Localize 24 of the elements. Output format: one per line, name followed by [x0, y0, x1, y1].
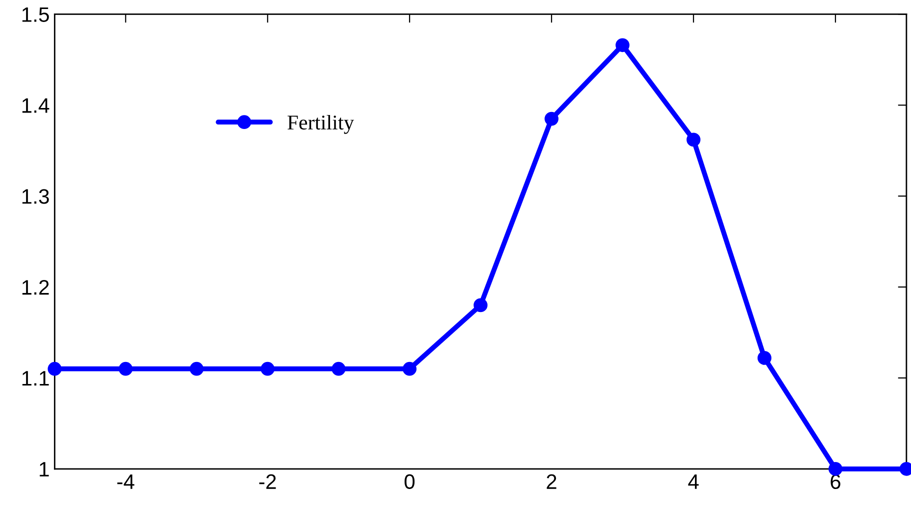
- point: [474, 298, 488, 312]
- point: [402, 362, 417, 376]
- y-tick-label: 1: [40, 462, 49, 476]
- point: [616, 38, 630, 52]
- point: [118, 362, 133, 376]
- y-tick-label: 1.3: [22, 189, 49, 204]
- point: [544, 112, 558, 126]
- point: [332, 362, 346, 376]
- point: [48, 362, 62, 376]
- legend-label: Fertility: [288, 114, 354, 134]
- point: [828, 462, 842, 476]
- y-tick-label: 1.1: [22, 371, 49, 386]
- x-tick-label: -4: [117, 474, 134, 489]
- x-tick-label: 4: [688, 474, 699, 489]
- y-tick-label: 1.4: [22, 98, 50, 113]
- x-tick-label: 2: [546, 474, 556, 489]
- x-tick-label: 0: [404, 474, 415, 490]
- x-tick-label: -2: [259, 474, 276, 489]
- point: [260, 362, 275, 376]
- point: [686, 132, 700, 147]
- y-tick-label: 1.5: [22, 7, 49, 22]
- y-tick-label: 1.2: [22, 280, 49, 295]
- point: [758, 351, 772, 365]
- point: [190, 362, 204, 376]
